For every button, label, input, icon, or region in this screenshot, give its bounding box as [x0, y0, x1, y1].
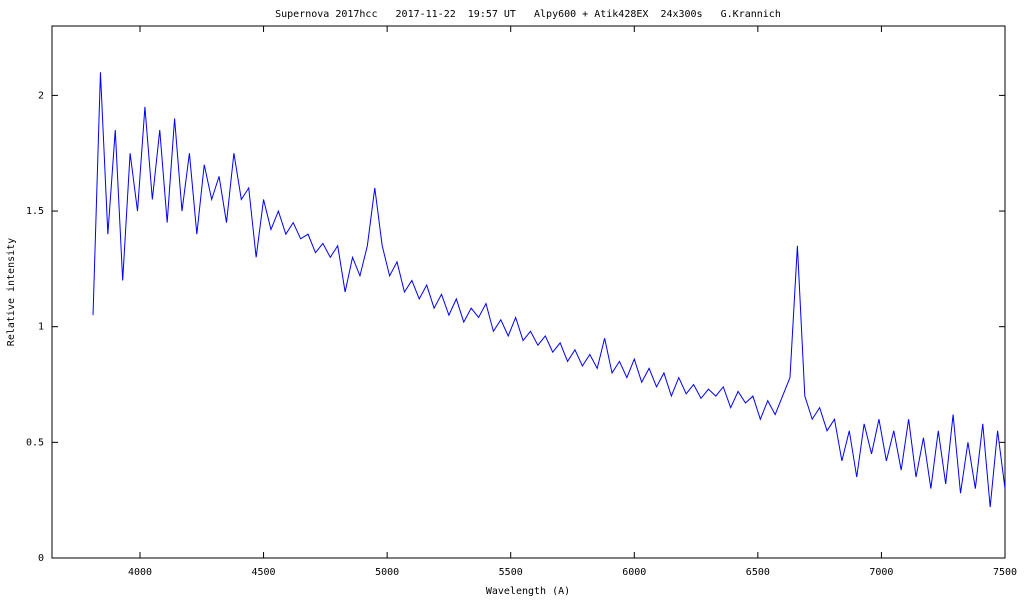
plot-frame	[51, 25, 1006, 559]
x-tick-label: 5500	[499, 567, 523, 578]
x-tick-label: 7000	[869, 567, 893, 578]
x-axis-label: Wavelength (A)	[486, 586, 570, 597]
y-tick-label: 2	[38, 90, 44, 101]
y-axis-label: Relative intensity	[6, 238, 17, 346]
x-tick-label: 6000	[622, 567, 646, 578]
y-tick-label: 0	[38, 553, 44, 564]
x-tick-label: 6500	[746, 567, 770, 578]
x-tick-label: 4500	[252, 567, 276, 578]
spectrum-line	[92, 72, 1006, 508]
x-tick-label: 7500	[993, 567, 1017, 578]
x-tick-label: 4000	[128, 567, 152, 578]
y-tick-label: 1	[38, 322, 44, 333]
x-tick-label: 5000	[375, 567, 399, 578]
y-tick-label: 0.5	[26, 437, 44, 448]
chart-title: Supernova 2017hcc 2017-11-22 19:57 UT Al…	[275, 9, 781, 20]
y-tick-label: 1.5	[26, 206, 44, 217]
